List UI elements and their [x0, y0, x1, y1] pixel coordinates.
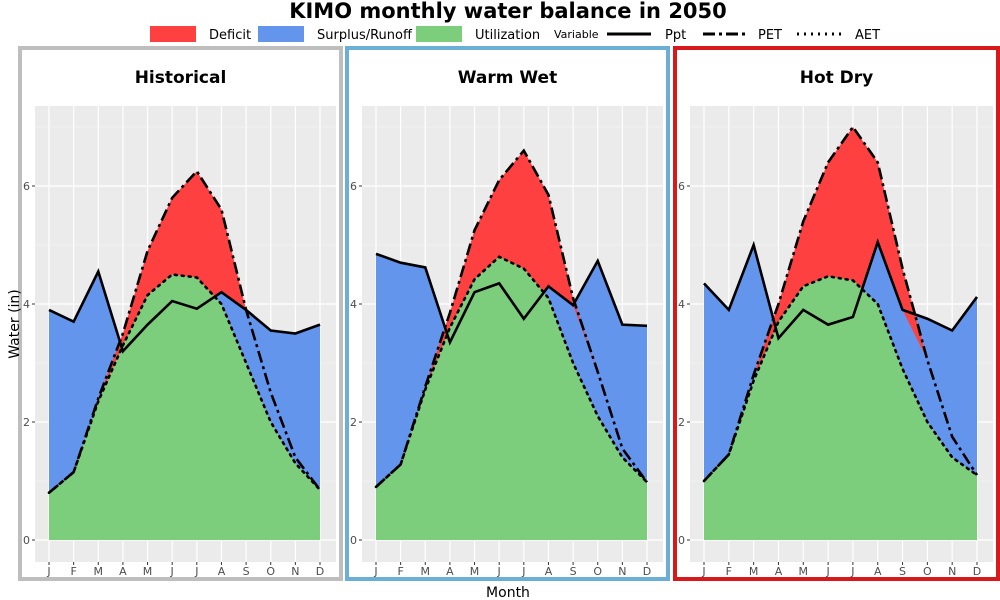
x-axis-label: Month	[486, 585, 530, 600]
legend-label-deficit: Deficit	[209, 28, 251, 43]
x-tick-label: M	[143, 565, 153, 578]
y-tick-label: 2	[678, 416, 685, 429]
legend-item-surplus-runoff: Surplus/Runoff	[258, 26, 413, 43]
x-tick-label: F	[726, 565, 732, 578]
legend-swatch-surplus-runoff	[258, 26, 304, 42]
x-tick-label: J	[497, 565, 501, 578]
x-tick-label: M	[94, 565, 104, 578]
y-tick-label: 4	[350, 298, 357, 311]
x-tick-label: J	[194, 565, 198, 578]
legend-swatch-deficit	[150, 26, 196, 42]
x-tick-label: D	[316, 565, 324, 578]
legend-item-aet: AET	[797, 28, 880, 43]
surplus-runoff-area	[49, 271, 320, 493]
chart-title: KIMO monthly water balance in 2050	[289, 0, 727, 23]
y-tick-label: 6	[678, 180, 685, 193]
x-tick-label: J	[521, 565, 525, 578]
x-tick-label: N	[291, 565, 299, 578]
panel-historical: Historical 0 2 4 6 J F M A M J J A S O N D	[18, 46, 343, 581]
legend-item-utilization: Utilization	[416, 26, 540, 43]
x-tick-label: D	[973, 565, 981, 578]
x-tick-label: A	[218, 565, 226, 578]
x-tick-label: N	[618, 565, 626, 578]
x-tick-label: F	[397, 565, 403, 578]
utilization-area	[704, 276, 977, 540]
panels: Historical 0 2 4 6 J F M A M J J A S O N D Warm Wet 0 2 4 6 J F…	[18, 46, 1000, 581]
aet-line	[47, 273, 322, 495]
ppt-line	[703, 238, 979, 341]
y-tick-label: 2	[350, 416, 357, 429]
x-tick-label: A	[119, 565, 127, 578]
x-tick-label: S	[243, 565, 250, 578]
y-tick-label: 0	[23, 534, 30, 547]
x-tick-label: J	[170, 565, 174, 578]
legend: Deficit Surplus/Runoff Utilization Variable…	[150, 26, 880, 43]
x-tick-label: N	[948, 565, 956, 578]
x-tick-label: A	[545, 565, 553, 578]
x-tick-label: M	[799, 565, 809, 578]
legend-label-aet: AET	[855, 28, 880, 43]
x-tick-label: J	[373, 565, 377, 578]
y-tick-label: 4	[678, 298, 685, 311]
x-tick-label: O	[266, 565, 275, 578]
x-tick-label: J	[850, 565, 854, 578]
y-axis-label: Water (in)	[7, 289, 23, 359]
panel-title-historical: Historical	[135, 68, 227, 88]
y-tick-label: 6	[350, 180, 357, 193]
legend-label-ppt: Ppt	[665, 28, 686, 43]
legend-label-pet: PET	[758, 28, 782, 43]
x-tick-label: A	[446, 565, 454, 578]
pet-line	[375, 148, 649, 488]
x-tick-label: A	[775, 565, 783, 578]
x-tick-label: J	[46, 565, 50, 578]
panel-title-hot-dry: Hot Dry	[800, 68, 874, 88]
x-tick-label: J	[825, 565, 829, 578]
x-tick-label: O	[593, 565, 602, 578]
panel-title-warm-wet: Warm Wet	[458, 68, 557, 88]
legend-item-ppt: Ppt	[607, 28, 686, 43]
x-tick-label: O	[923, 565, 932, 578]
legend-swatch-utilization	[416, 26, 462, 42]
x-tick-label: S	[570, 565, 577, 578]
ppt-line	[48, 268, 321, 354]
y-tick-label: 0	[678, 534, 685, 547]
y-tick-label: 4	[23, 298, 30, 311]
y-tick-label: 0	[350, 534, 357, 547]
panel-warm-wet: Warm Wet 0 2 4 6 J F M A M J J A S O N D	[345, 46, 670, 581]
pet-line	[703, 124, 979, 482]
pet-line	[48, 169, 322, 494]
utilization-area	[376, 256, 647, 540]
x-tick-label: M	[421, 565, 431, 578]
x-tick-label: A	[874, 565, 882, 578]
x-tick-label: M	[470, 565, 480, 578]
legend-item-pet: PET	[703, 28, 782, 43]
x-tick-label: J	[701, 565, 705, 578]
y-tick-label: 6	[23, 180, 30, 193]
legend-variable-title: Variable	[554, 28, 599, 41]
legend-label-utilization: Utilization	[475, 28, 540, 43]
x-tick-label: S	[899, 565, 906, 578]
legend-item-deficit: Deficit	[150, 26, 251, 43]
x-tick-label: M	[749, 565, 759, 578]
surplus-runoff-area	[376, 253, 647, 487]
panel-hot-dry: Hot Dry 0 2 4 6 J F M A M J J A S O N D	[673, 46, 1000, 581]
x-tick-label: F	[70, 565, 76, 578]
ppt-line	[375, 252, 648, 346]
legend-label-surplus-runoff: Surplus/Runoff	[317, 28, 413, 43]
x-tick-label: D	[643, 565, 651, 578]
y-tick-label: 2	[23, 416, 30, 429]
utilization-area	[49, 274, 320, 540]
aet-line	[702, 274, 979, 483]
